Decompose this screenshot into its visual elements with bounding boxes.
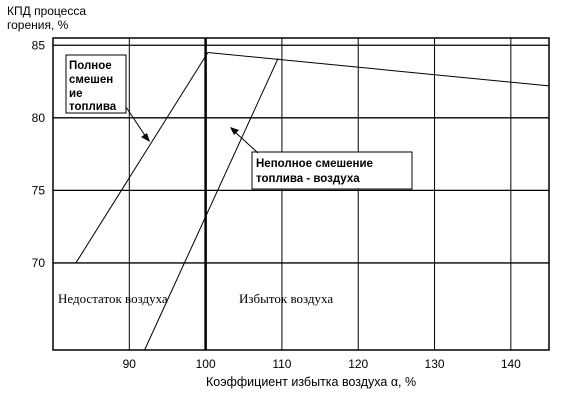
annotation-full-mixing-arrow-line [125, 106, 147, 138]
x-tick-label-140: 140 [501, 357, 521, 371]
annotation-full-mixing-arrowhead [141, 133, 150, 142]
annotation-full-mixing: Полное смешен ие топлива [65, 54, 150, 142]
annotation-partial-mixing-line-2: топлива - воздуха [256, 173, 360, 185]
y-tick-label-70: 70 [32, 256, 46, 270]
x-tick-label-120: 120 [348, 357, 368, 371]
y-tick-label-85: 85 [32, 38, 46, 52]
y-axis-label-line-2: горения, % [7, 18, 69, 32]
x-tick-label-90: 90 [123, 357, 137, 371]
x-tick-label-100: 100 [196, 357, 216, 371]
series-line-full [75, 51, 550, 264]
annotation-partial-mixing-line-1: Неполное смешение [256, 158, 373, 170]
y-tick-label-80: 80 [32, 111, 46, 125]
annotation-partial-mixing: Неполное смешение топлива - воздуха [230, 127, 413, 190]
series-group [75, 51, 550, 351]
annotation-air-excess: Избыток воздуха [239, 291, 333, 306]
y-tick-labels: 70 75 80 85 [32, 38, 46, 270]
plot-frame [52, 37, 550, 351]
series-line-partial [144, 58, 279, 351]
annotation-partial-mixing-arrowhead [230, 127, 239, 135]
annotation-full-mixing-line-3: ие [69, 88, 82, 100]
x-axis-label: Коэффициент избытка воздуха α, % [206, 375, 416, 389]
annotation-partial-mixing-box [251, 151, 413, 190]
y-tick-label-75: 75 [32, 183, 46, 197]
annotation-full-mixing-line-2: смешен [69, 74, 113, 86]
annotation-full-mixing-line-4: топлива [69, 101, 117, 113]
y-axis-label-line-1: КПД процесса [7, 4, 86, 18]
annotation-full-mixing-line-1: Полное [69, 60, 112, 72]
annotation-partial-mixing-arrow-line [234, 131, 259, 154]
annotation-air-deficit: Недостаток воздуха [58, 291, 168, 306]
x-tick-label-130: 130 [425, 357, 445, 371]
x-tick-label-110: 110 [272, 357, 291, 371]
annotation-full-mixing-box [65, 54, 127, 114]
x-tick-labels: 90 100 110 120 130 140 [123, 357, 522, 371]
grid [53, 38, 549, 350]
